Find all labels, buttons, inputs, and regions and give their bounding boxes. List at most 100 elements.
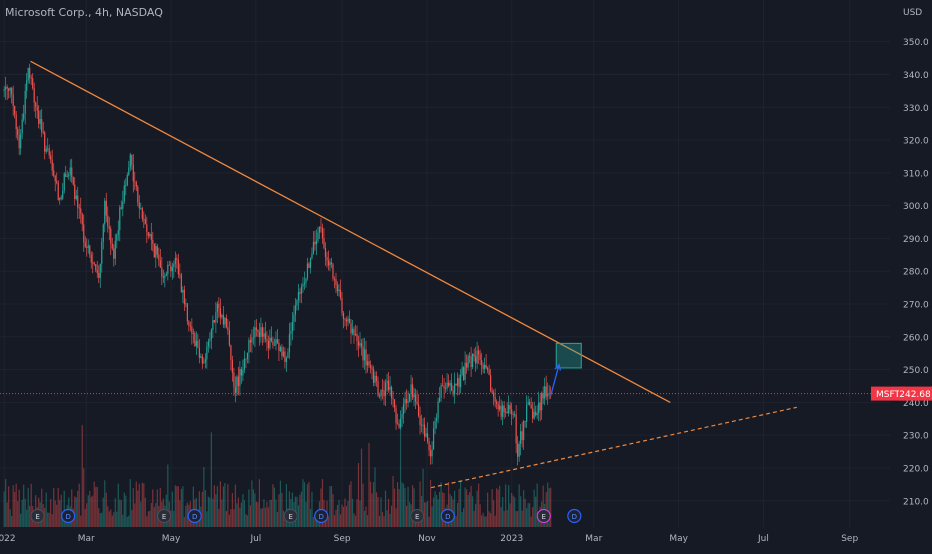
volume-bar xyxy=(159,487,161,527)
candle-body xyxy=(147,232,149,236)
candle-body xyxy=(408,393,411,402)
candle-body xyxy=(174,257,176,265)
volume-bar xyxy=(404,488,406,527)
candle-body xyxy=(500,405,502,417)
candle-body xyxy=(365,349,367,366)
candle-body xyxy=(41,119,43,133)
candle-body xyxy=(54,175,56,182)
volume-bar xyxy=(524,498,526,527)
candle-body xyxy=(209,339,211,342)
volume-bar xyxy=(171,491,173,527)
volume-bar xyxy=(18,489,20,527)
candle-body xyxy=(470,356,472,367)
candle-body xyxy=(59,197,61,200)
candle-body xyxy=(372,369,375,383)
candle-body xyxy=(183,289,185,305)
candle-body xyxy=(460,374,462,388)
volume-bar xyxy=(215,494,217,527)
time-tick: 2023 xyxy=(500,534,523,544)
candle-body xyxy=(272,341,274,346)
dividend-marker xyxy=(314,508,329,524)
candle-body xyxy=(218,303,220,309)
candle-body xyxy=(123,185,125,202)
volume-bar xyxy=(266,501,268,527)
time-tick: Nov xyxy=(418,534,436,544)
candle-body xyxy=(93,262,95,265)
volume-bar xyxy=(176,486,178,527)
candle-body xyxy=(20,133,22,149)
volume-bar xyxy=(179,500,181,527)
volume-bar xyxy=(155,502,157,527)
volume-bar xyxy=(182,486,184,527)
volume-bar xyxy=(128,515,130,527)
volume-bar xyxy=(260,508,262,527)
candle-body xyxy=(152,239,154,244)
candle-body xyxy=(77,195,79,208)
volume-bar xyxy=(386,510,388,527)
volume-bar xyxy=(83,468,85,527)
candle-body xyxy=(342,312,345,320)
candle-body xyxy=(138,202,140,209)
volume-bar xyxy=(479,504,481,527)
candle-body xyxy=(374,375,376,383)
volume-bar xyxy=(264,507,267,527)
candle-body xyxy=(206,346,208,360)
candle-body xyxy=(276,339,279,343)
candle-body xyxy=(336,284,339,292)
volume-bar xyxy=(57,487,59,527)
candle-body xyxy=(281,347,283,357)
volume-bar xyxy=(463,508,465,527)
candle-body xyxy=(8,88,10,91)
candle-body xyxy=(431,449,433,457)
volume-bar xyxy=(78,483,80,527)
candle-body xyxy=(228,330,230,346)
candle-body xyxy=(98,273,100,278)
volume-bar xyxy=(503,511,505,527)
volume-bar xyxy=(230,509,232,527)
candle-body xyxy=(449,383,451,386)
candle-body xyxy=(527,401,529,405)
candle-body xyxy=(227,327,229,331)
candle-body xyxy=(102,224,104,242)
candle-body xyxy=(188,321,190,326)
candle-body xyxy=(429,450,432,457)
volume-bar xyxy=(117,483,119,527)
candle-body xyxy=(466,362,468,368)
candle-body xyxy=(494,396,496,402)
candle-body xyxy=(455,383,457,386)
volume-bar xyxy=(363,510,366,527)
volume-bar xyxy=(390,505,393,527)
volume-bar xyxy=(213,485,215,527)
candle-body xyxy=(159,260,161,268)
candle-body xyxy=(300,286,303,294)
volume-bar xyxy=(342,506,345,527)
candle-body xyxy=(443,386,445,389)
candle-body xyxy=(330,262,333,265)
volume-bar xyxy=(485,516,487,527)
candle-body xyxy=(524,421,526,422)
candle-body xyxy=(441,385,444,387)
dividend-marker xyxy=(61,508,76,524)
volume-bar xyxy=(275,499,277,527)
dividend-marker xyxy=(187,508,202,524)
candle-body xyxy=(284,351,286,362)
volume-bar xyxy=(368,442,370,527)
volume-bar xyxy=(529,503,531,527)
candle-body xyxy=(126,174,128,186)
candle-body xyxy=(270,337,273,342)
volume-bar xyxy=(532,507,534,527)
volume-bar xyxy=(134,503,136,527)
candle-body xyxy=(401,414,403,419)
time-axis[interactable]: 2022 Mar May Jul Sep Nov 2023 Mar May Jul Sep xyxy=(0,534,858,544)
price-axis[interactable]: 210.0 220.0 230.0 240.0 250.0 260.0 270.0 280.0… xyxy=(903,38,929,507)
volume-bar xyxy=(309,508,312,527)
volume-bar xyxy=(398,489,400,527)
candle-body xyxy=(536,413,538,416)
candle-body xyxy=(335,279,337,285)
candle-body xyxy=(165,274,167,276)
earnings-marker xyxy=(157,509,172,523)
volume-bar xyxy=(246,515,249,527)
candle-body xyxy=(446,382,448,389)
volume-bar xyxy=(508,485,510,527)
